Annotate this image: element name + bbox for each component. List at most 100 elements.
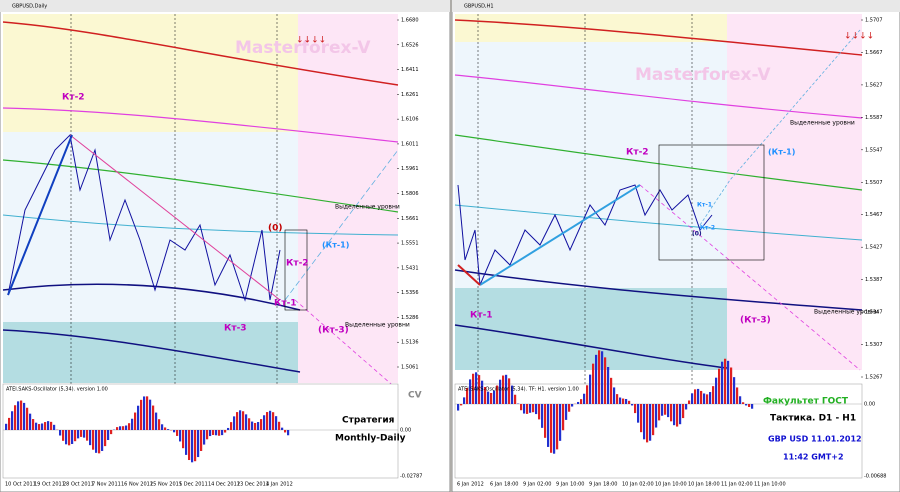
wave-label: Кт-1 — [697, 202, 712, 209]
wave-label: Кт-2 — [626, 148, 649, 158]
osc-bar — [571, 404, 574, 407]
osc-bar — [14, 405, 17, 430]
title-bar — [0, 0, 450, 12]
osc-bar — [20, 400, 23, 430]
date-label: 9 Jan 02:00 — [523, 482, 551, 488]
osc-bar — [17, 401, 20, 430]
osc-bar — [736, 387, 739, 404]
osc-bar — [496, 385, 499, 404]
osc-bar — [712, 386, 715, 404]
price-label: 1.5347 — [865, 310, 883, 316]
osc-bar — [146, 396, 149, 430]
price-label: 1.6261 — [401, 92, 419, 98]
osc-bar — [463, 397, 466, 404]
osc-bar — [493, 390, 496, 404]
osc-bar — [652, 404, 655, 436]
osc-bar — [245, 414, 248, 430]
osc-bar — [137, 405, 140, 430]
level-note: Выделенные уровни — [335, 204, 400, 211]
osc-bar — [721, 361, 724, 404]
osc-bar — [218, 430, 221, 436]
osc-bar — [586, 385, 589, 404]
wave-label: Кт-1 — [470, 311, 493, 321]
osc-bar — [149, 399, 152, 430]
osc-bar — [484, 386, 487, 404]
date-label: 5 Dec 2011 — [179, 482, 208, 488]
osc-bar — [98, 430, 101, 454]
osc-bar — [119, 426, 122, 430]
osc-bar — [619, 397, 622, 404]
osc-bar — [200, 430, 203, 451]
date-label: 7 Nov 2011 — [92, 482, 121, 488]
osc-bar — [613, 387, 616, 404]
osc-bar — [718, 368, 721, 404]
osc-bar — [263, 415, 266, 430]
caption: Факультет ГОСТ — [763, 397, 849, 407]
oscillator-panel — [454, 383, 863, 479]
wave-label: (Кт-1) — [768, 148, 795, 157]
osc-bar — [8, 417, 11, 430]
osc-bar — [266, 412, 269, 430]
osc-bar — [77, 430, 80, 439]
oscillator-axis-label: -0.00688 — [864, 474, 886, 480]
osc-bar — [116, 427, 119, 430]
osc-bar — [670, 404, 673, 422]
osc-bar — [583, 393, 586, 404]
level-note: Выделенные уровни — [345, 322, 410, 329]
watermark: Masterforex-V — [635, 65, 771, 85]
price-label: 1.6411 — [401, 67, 419, 73]
oscillator-label: ATEI.SAKS-Oscillator (5,34). TF: H1. ver… — [458, 387, 579, 393]
price-label: 1.5427 — [865, 245, 883, 251]
osc-bar — [625, 398, 628, 404]
osc-bar — [242, 411, 245, 430]
osc-bar — [457, 404, 460, 411]
osc-bar — [230, 422, 233, 430]
osc-bar — [32, 419, 35, 430]
osc-bar — [59, 430, 62, 436]
price-label: 1.5467 — [865, 212, 883, 218]
osc-bar — [74, 430, 77, 442]
osc-bar — [589, 374, 592, 404]
price-label: 1.5547 — [865, 147, 883, 153]
osc-bar — [568, 404, 571, 412]
osc-bar — [269, 410, 272, 430]
osc-bar — [53, 424, 56, 430]
osc-bar — [128, 423, 131, 430]
osc-bar — [697, 388, 700, 404]
price-label: 1.5961 — [401, 166, 419, 172]
osc-bar — [556, 404, 559, 450]
date-label: 28 Oct 2011 — [63, 482, 94, 488]
osc-bar — [595, 354, 598, 404]
osc-bar — [703, 393, 706, 404]
price-label: 1.5587 — [865, 115, 883, 121]
osc-bar — [742, 402, 745, 404]
osc-bar — [221, 430, 224, 436]
date-label: 25 Nov 2011 — [150, 482, 182, 488]
date-label: 9 Jan 10:00 — [556, 482, 584, 488]
date-label: 10 Oct 2011 — [5, 482, 36, 488]
osc-bar — [598, 350, 601, 404]
left-window: GBPUSD,Daily Masterforex-V Кт-2 Кт-3 Кт- — [0, 0, 451, 492]
osc-bar — [577, 401, 580, 404]
caption: Тактика. D1 - H1 — [770, 414, 856, 424]
caption: Monthly-Daily — [335, 434, 406, 444]
wave-label: (Кт-3) — [740, 316, 771, 326]
osc-bar — [83, 430, 86, 438]
osc-bar — [182, 430, 185, 449]
osc-bar — [179, 430, 182, 442]
osc-bar — [532, 404, 535, 413]
osc-bar — [251, 421, 254, 430]
osc-bar — [715, 377, 718, 404]
oscillator-axis-label: -0.02787 — [400, 474, 422, 480]
osc-bar — [194, 430, 197, 462]
osc-bar — [481, 380, 484, 404]
osc-bar — [257, 422, 260, 430]
osc-bar — [197, 430, 200, 458]
osc-bar — [5, 423, 8, 430]
osc-bar — [248, 418, 251, 430]
date-label: 16 Nov 2011 — [121, 482, 153, 488]
osc-bar — [685, 404, 688, 410]
osc-bar — [29, 413, 32, 430]
osc-bar — [122, 426, 125, 430]
